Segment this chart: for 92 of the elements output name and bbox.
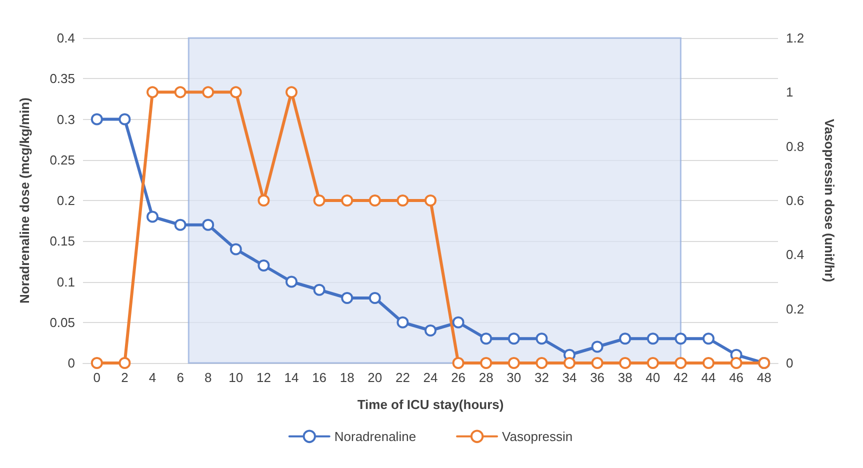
y2-tick-label: 0.4 <box>786 247 804 262</box>
point <box>619 357 632 369</box>
point <box>591 340 604 353</box>
point <box>452 316 464 328</box>
x-tick-label: 32 <box>534 370 549 385</box>
point <box>230 86 242 98</box>
x-tick-label: 6 <box>176 370 184 385</box>
x-tick-label: 18 <box>340 370 354 385</box>
y-tick-label: 0.35 <box>50 71 75 86</box>
y2-tick-label: 1 <box>786 84 794 100</box>
point <box>90 113 103 126</box>
y2-tick-label: 0.6 <box>786 193 804 208</box>
x-tick-label: 16 <box>312 370 327 385</box>
y-tick-label: 0.25 <box>50 152 75 168</box>
y-tick-label: 0.1 <box>56 274 75 290</box>
point <box>508 357 520 369</box>
x-tick-label: 40 <box>646 370 660 385</box>
x-tick-label: 44 <box>701 370 716 385</box>
x-tick-label: 48 <box>756 370 772 385</box>
point <box>174 218 186 231</box>
point <box>368 194 381 206</box>
y2-tick-label: 0.2 <box>786 301 804 316</box>
point <box>591 357 604 369</box>
x-tick-label: 28 <box>478 370 494 385</box>
point <box>396 316 409 328</box>
x-tick-label: 34 <box>562 370 577 385</box>
point <box>424 194 436 206</box>
point <box>674 357 687 369</box>
point <box>146 210 158 223</box>
x-tick-label: 24 <box>423 370 438 385</box>
x-tick-label: 4 <box>148 370 156 385</box>
x-tick-label: 38 <box>618 370 632 385</box>
point <box>202 86 214 98</box>
point <box>564 357 576 369</box>
point <box>286 276 298 288</box>
point <box>480 332 492 345</box>
x-tick-label: 12 <box>256 370 271 385</box>
legend-label: Vasopressin <box>502 428 573 444</box>
point <box>174 86 186 98</box>
x-tick-label: 2 <box>121 370 128 385</box>
x-tick-label: 0 <box>93 370 101 385</box>
y-tick-label: 0 <box>68 356 75 370</box>
y2-tick-label: 0 <box>786 356 794 370</box>
y2-tick-label: 1.2 <box>786 30 804 46</box>
point <box>118 113 131 126</box>
x-tick-label: 8 <box>204 370 212 385</box>
point <box>702 332 714 345</box>
x-tick-label: 36 <box>590 370 605 385</box>
x-tick-label: 22 <box>395 370 410 385</box>
point <box>313 284 326 296</box>
y2-axis-title: Vasopressin dose (unit/hr) <box>822 118 837 282</box>
point <box>286 86 298 98</box>
x-tick-label: 10 <box>228 370 244 385</box>
point <box>508 332 520 345</box>
point <box>313 194 326 206</box>
point <box>646 332 659 345</box>
x-tick-label: 30 <box>506 370 522 385</box>
point <box>146 86 158 98</box>
point <box>258 260 270 272</box>
point <box>90 357 103 369</box>
x-axis-title: Time of ICU stay(hours) <box>357 397 504 412</box>
x-tick-label: 42 <box>673 370 688 385</box>
x-tick-label: 20 <box>368 370 382 385</box>
legend-label: Noradrenaline <box>334 428 416 444</box>
point <box>396 194 409 206</box>
point <box>230 243 242 256</box>
point <box>258 194 270 206</box>
y2-tick-label: 0.8 <box>786 138 804 154</box>
point <box>118 357 131 369</box>
point <box>424 324 436 336</box>
point <box>452 357 464 369</box>
point <box>202 218 214 231</box>
x-tick-label: 26 <box>451 370 466 385</box>
point <box>730 357 742 369</box>
point <box>619 332 632 345</box>
y-tick-label: 0.2 <box>56 193 75 208</box>
x-tick-label: 46 <box>729 370 744 385</box>
point <box>368 292 381 304</box>
point <box>646 357 659 369</box>
y-tick-label: 0.15 <box>50 234 75 249</box>
y-axis-title: Noradrenaline dose (mcg/kg/min) <box>17 98 32 304</box>
point <box>674 332 687 345</box>
point <box>480 357 492 369</box>
point <box>536 357 548 369</box>
y-tick-label: 0.3 <box>56 112 75 127</box>
y-tick-label: 0.4 <box>56 30 75 46</box>
x-tick-label: 14 <box>284 370 299 385</box>
point <box>341 292 354 304</box>
point <box>536 332 548 345</box>
y-tick-label: 0.05 <box>50 314 75 330</box>
point <box>341 194 354 206</box>
point <box>702 357 714 369</box>
